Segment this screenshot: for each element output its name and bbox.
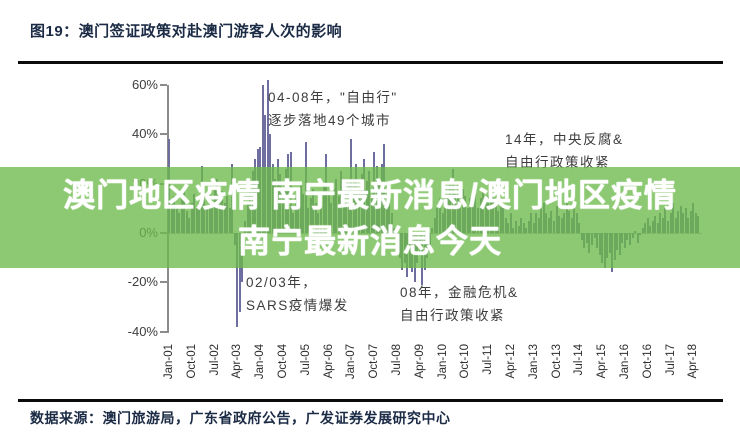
x-axis-tick-label: Jul-05 [299,344,312,376]
x-axis-tick-label: Jul-11 [482,344,495,375]
x-axis-tick-label: Apr-06 [322,344,335,379]
y-axis-tick-label: 60% [131,77,158,92]
data-source-text: 数据来源：澳门旅游局，广东省政府公告，广发证券发展研究中心 [30,410,451,426]
annotation-line: 14年，中央反腐& [505,132,624,147]
x-axis-tick-label: Apr-18 [687,344,700,379]
watermark-headline-line-1: 澳门地区疫情 南宁最新消息/澳门地区疫情 [63,176,677,213]
x-axis-tick-label: Oct-13 [550,344,563,379]
figure-title: 图19：澳门签证政策对赴澳门游客人次的影响 [30,23,343,40]
y-axis-tick-mark [160,281,167,284]
x-axis-tick-label: Oct-10 [459,344,472,379]
y-axis-tick-mark [160,84,167,86]
watermark-headline-banner: 澳门地区疫情 南宁最新消息/澳门地区疫情 南宁最新消息今天 [0,167,740,268]
x-axis-tick-label: Jan-10 [436,344,449,380]
annotation-free-travel-rollout: 04-08年，"自由行" 逐步落地49个城市 [268,86,398,132]
top-divider-line [18,61,723,64]
x-axis-tick-label: Jan-13 [527,344,540,380]
x-axis-tick-label: Apr-12 [504,344,517,379]
x-axis-tick-label: Jan-04 [254,344,267,380]
x-axis-tick-label: Oct-16 [641,344,654,379]
x-axis-tick-label: Oct-07 [368,344,381,379]
bar [266,80,269,233]
y-axis-tick-mark [160,133,167,136]
bar [236,233,239,327]
x-axis-tick-label: Jan-16 [618,344,631,380]
y-axis-tick-mark [160,330,167,333]
annotation-line: 自由行政策收紧 [505,155,610,170]
annotation-line: 02/03年， [246,275,318,290]
annotation-line: SARS疫情爆发 [246,298,349,313]
x-axis-tick-label: Jan-07 [345,344,358,380]
annotation-line: 04-08年，"自由行" [268,90,398,105]
x-axis-tick-label: Jul-17 [664,344,677,376]
x-axis-tick-label: Oct-04 [276,344,289,379]
x-axis-tick-label: Oct-01 [185,344,198,379]
bar [238,233,241,312]
y-axis-tick-label: -20% [127,274,158,290]
x-axis-tick-label: Apr-03 [231,344,244,379]
x-axis-tick-label: Jul-08 [390,344,403,376]
bottom-divider-line [18,399,723,402]
annotation-line: 逐步落地49个城市 [268,113,392,128]
x-axis-tick-label: Jan-01 [163,344,175,380]
x-axis-tick-label: Jul-02 [208,344,221,376]
watermark-headline-line-2: 南宁最新消息今天 [237,222,502,259]
y-axis-tick-label: 40% [131,126,158,142]
bar [261,84,264,233]
x-axis-tick-label: Apr-15 [596,344,609,379]
y-axis-tick-label: -40% [127,323,158,339]
x-axis-tick-label: Apr-09 [413,344,426,379]
annotation-financial-crisis-2008: 08年，金融危机& 自由行政策收紧 [400,281,519,327]
annotation-sars-outbreak: 02/03年， SARS疫情爆发 [246,271,349,317]
x-axis-tick-label: Jul-14 [573,344,586,376]
annotation-line: 08年，金融危机& [400,285,519,300]
annotation-anti-corruption-2014: 14年，中央反腐& 自由行政策收紧 [505,128,624,174]
annotation-line: 自由行政策收紧 [400,308,505,323]
